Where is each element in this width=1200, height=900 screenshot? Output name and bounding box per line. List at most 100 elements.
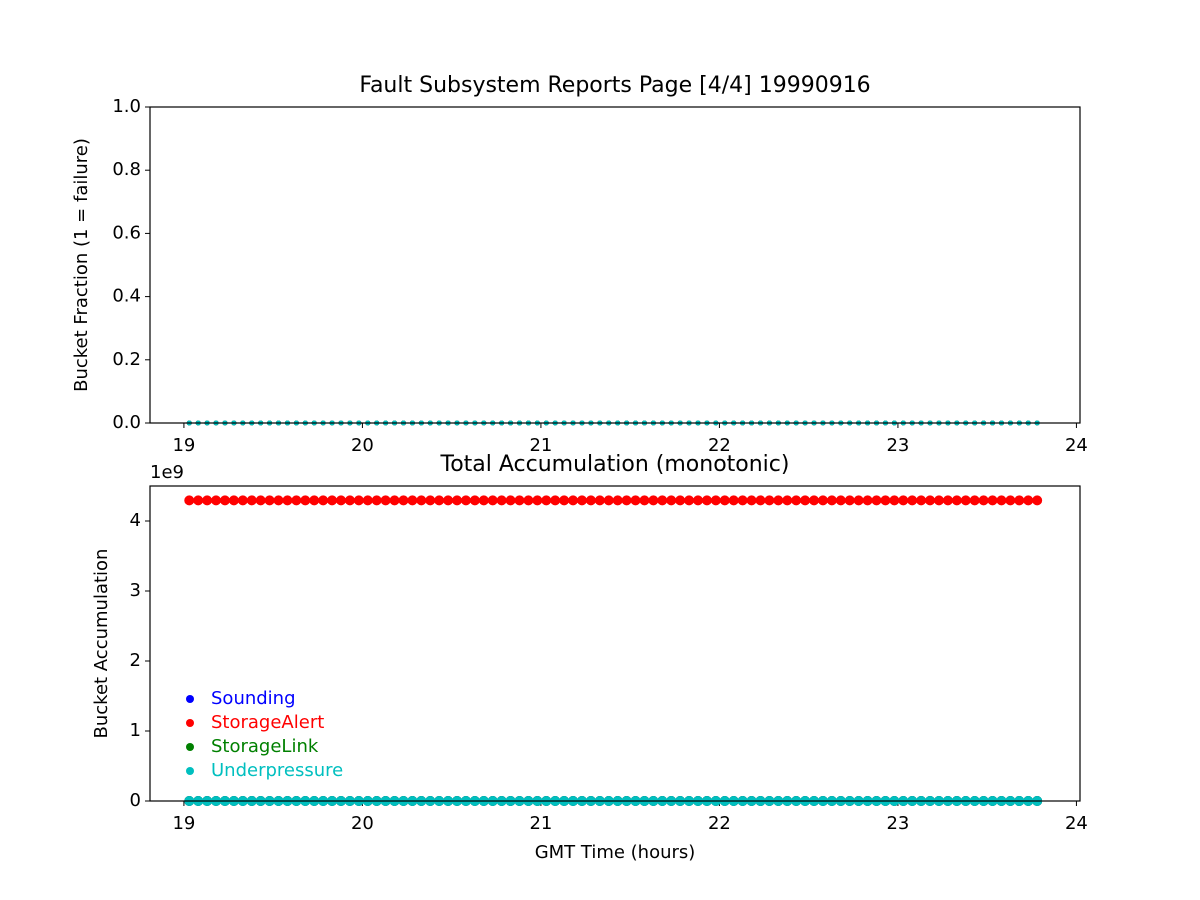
data-point xyxy=(282,495,293,506)
axes-frame xyxy=(149,106,1081,424)
data-point xyxy=(255,495,266,506)
data-point xyxy=(309,495,320,506)
plot-area xyxy=(150,107,1080,423)
data-point xyxy=(862,495,873,506)
data-point xyxy=(478,495,489,506)
y-tick-label: 0.8 xyxy=(112,159,141,180)
x-tick-label: 24 xyxy=(1065,813,1088,834)
data-point xyxy=(942,495,953,506)
y-tick-label: 3 xyxy=(130,580,141,601)
data-point xyxy=(193,495,204,506)
x-axis-label: GMT Time (hours) xyxy=(535,842,696,863)
y-tick-label: 0.4 xyxy=(112,286,141,307)
x-tick-label: 19 xyxy=(172,813,195,834)
y-tick-label: 0.6 xyxy=(112,222,141,243)
data-point xyxy=(460,495,471,506)
data-point xyxy=(300,495,311,506)
data-point xyxy=(318,495,329,506)
data-point xyxy=(202,495,213,506)
data-point xyxy=(960,495,971,506)
data-point xyxy=(889,495,900,506)
data-point xyxy=(746,495,757,506)
data-point xyxy=(380,495,391,506)
data-point xyxy=(344,495,355,506)
data-point xyxy=(532,495,543,506)
data-point xyxy=(728,495,739,506)
data-point xyxy=(246,495,257,506)
data-point xyxy=(933,495,944,506)
data-point xyxy=(452,495,463,506)
data-point xyxy=(1005,495,1016,506)
data-point xyxy=(880,495,891,506)
plot-area xyxy=(150,486,1080,801)
data-point xyxy=(630,495,641,506)
x-tick-label: 20 xyxy=(351,435,374,456)
data-point xyxy=(469,495,480,506)
data-point xyxy=(898,495,909,506)
data-point xyxy=(371,495,382,506)
x-tick-label: 20 xyxy=(351,813,374,834)
legend-marker xyxy=(186,719,194,727)
y-offset-label: 1e9 xyxy=(150,462,184,483)
x-tick-label: 22 xyxy=(708,435,731,456)
data-point xyxy=(353,495,364,506)
data-point xyxy=(585,495,596,506)
data-point xyxy=(719,495,730,506)
data-point xyxy=(237,495,248,506)
data-point xyxy=(978,495,989,506)
data-point xyxy=(335,495,346,506)
data-point xyxy=(773,495,784,506)
data-point xyxy=(925,495,936,506)
data-point xyxy=(576,495,587,506)
chart-title: Total Accumulation (monotonic) xyxy=(440,452,790,477)
x-tick-label: 21 xyxy=(529,435,552,456)
data-point xyxy=(594,495,605,506)
data-point xyxy=(505,495,516,506)
data-point xyxy=(684,495,695,506)
data-point xyxy=(514,495,525,506)
data-point xyxy=(639,495,650,506)
axes-frame xyxy=(149,485,1081,802)
data-point xyxy=(327,495,338,506)
legend-marker xyxy=(186,695,194,703)
data-point xyxy=(764,495,775,506)
data-point xyxy=(523,495,534,506)
data-point xyxy=(675,495,686,506)
y-tick-label: 0 xyxy=(130,790,141,811)
data-point xyxy=(657,495,668,506)
data-point xyxy=(443,495,454,506)
data-point xyxy=(1014,495,1025,506)
data-point xyxy=(291,495,302,506)
data-point xyxy=(219,495,230,506)
data-point xyxy=(782,495,793,506)
x-tick-label: 21 xyxy=(529,813,552,834)
data-point xyxy=(853,495,864,506)
y-tick-label: 0.2 xyxy=(112,349,141,370)
data-point xyxy=(1023,495,1034,506)
data-point xyxy=(666,495,677,506)
data-point xyxy=(648,495,659,506)
data-point xyxy=(835,495,846,506)
x-tick-label: 23 xyxy=(886,435,909,456)
y-axis-label: Bucket Accumulation xyxy=(91,549,112,739)
data-point xyxy=(996,495,1007,506)
data-point xyxy=(693,495,704,506)
data-point xyxy=(228,495,239,506)
x-tick-label: 19 xyxy=(172,435,195,456)
legend-marker xyxy=(186,767,194,775)
y-tick-label: 2 xyxy=(130,650,141,671)
data-point xyxy=(809,495,820,506)
chart-title: Fault Subsystem Reports Page [4/4] 19990… xyxy=(359,73,870,98)
data-point xyxy=(416,495,427,506)
legend-label: StorageAlert xyxy=(211,712,324,733)
data-point xyxy=(568,495,579,506)
y-tick-label: 1.0 xyxy=(112,96,141,117)
data-point xyxy=(434,495,445,506)
data-point xyxy=(211,495,222,506)
data-point xyxy=(969,495,980,506)
data-point xyxy=(559,495,570,506)
data-point xyxy=(362,495,373,506)
data-point xyxy=(817,495,828,506)
data-point xyxy=(951,495,962,506)
data-point xyxy=(264,495,275,506)
